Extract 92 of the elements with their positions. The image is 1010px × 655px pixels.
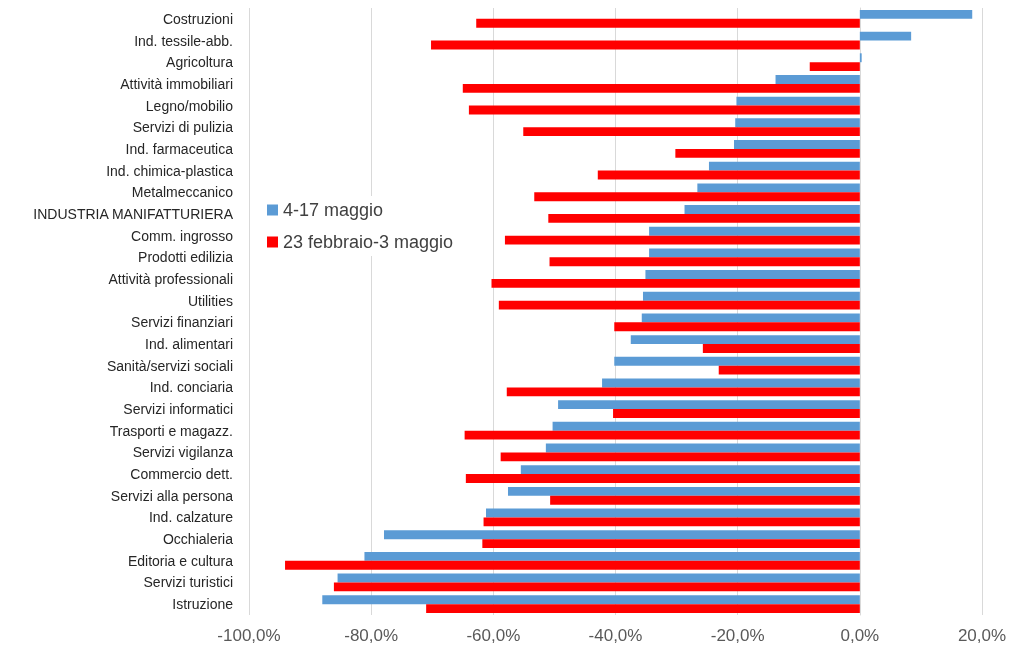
y-tick-label: INDUSTRIA MANIFATTURIERA [33, 205, 234, 222]
y-tick-label: Trasporti e magazz. [109, 422, 233, 439]
bar [558, 400, 860, 410]
bar [684, 205, 860, 214]
y-tick-label: Editoria e cultura [127, 552, 234, 569]
y-tick-label: Servizi informatici [123, 401, 233, 418]
y-tick-label: Legno/mobilio [145, 97, 234, 114]
x-tick-label: -40,0% [588, 626, 643, 645]
bar [337, 573, 860, 583]
bar [486, 508, 860, 518]
x-tick-label: -20,0% [710, 626, 765, 645]
bar [649, 226, 860, 236]
bar [735, 118, 860, 128]
bar [506, 387, 860, 397]
bar [552, 421, 860, 431]
bar [491, 278, 860, 288]
bar [464, 430, 860, 440]
bar [285, 560, 860, 570]
bar [507, 486, 860, 496]
x-tick-label: -100,0% [217, 626, 281, 645]
bar [534, 192, 860, 202]
bar [614, 356, 860, 366]
y-tick-label: Servizi alla persona [110, 487, 234, 504]
bar [859, 9, 973, 19]
y-tick-label: Commercio dett. [130, 466, 233, 483]
y-tick-label: Agricoltura [166, 54, 234, 71]
bar [602, 378, 860, 388]
y-tick-label: Costruzioni [162, 10, 233, 27]
bar [520, 465, 860, 475]
bar [482, 539, 860, 549]
y-tick-label: Metalmeccanico [131, 184, 234, 201]
bar [549, 257, 860, 267]
y-tick-label: Ind. chimica-plastica [106, 162, 234, 179]
y-tick-label: Utilities [187, 292, 233, 309]
bar [548, 213, 860, 223]
bar [697, 183, 860, 193]
bar [468, 105, 860, 115]
bar [504, 235, 860, 245]
bar [708, 161, 860, 171]
bar [597, 170, 860, 180]
bar [775, 74, 860, 84]
bar [483, 517, 860, 527]
bar [545, 443, 860, 453]
bar [809, 62, 860, 72]
x-tick-label: -60,0% [466, 626, 521, 645]
y-tick-label: Sanità/servizi sociali [106, 357, 233, 374]
bar [613, 409, 860, 418]
x-tick-label: -80,0% [344, 626, 399, 645]
legend-label: 23 febbraio-3 maggio [283, 232, 454, 252]
bar [462, 83, 860, 93]
y-tick-label: Istruzione [172, 596, 234, 613]
y-tick-label: Servizi di pulizia [132, 119, 234, 136]
y-tick-label: Attività immobiliari [120, 75, 233, 92]
bar [645, 270, 860, 279]
bar [498, 300, 860, 310]
bar [641, 313, 860, 323]
y-tick-label: Ind. farmaceutica [125, 140, 234, 157]
bar [431, 40, 860, 50]
bar [649, 248, 860, 258]
bar [426, 604, 860, 614]
y-tick-label: Ind. conciaria [149, 379, 234, 396]
y-tick-label: Servizi finanziari [131, 314, 233, 331]
bar [383, 530, 860, 540]
y-tick-label: Occhialeria [162, 531, 234, 548]
bar [642, 291, 860, 301]
bar [614, 322, 860, 332]
bar [322, 595, 860, 605]
bar [702, 344, 860, 353]
bar [523, 127, 860, 137]
bar [500, 452, 860, 462]
y-tick-label: Ind. alimentari [145, 336, 233, 353]
bar [465, 474, 860, 483]
y-tick-label: Ind. tessile-abb. [134, 32, 233, 49]
bar [630, 335, 860, 345]
y-tick-label: Comm. ingrosso [131, 227, 234, 244]
bar [859, 31, 912, 41]
legend-label: 4-17 maggio [283, 200, 384, 220]
y-tick-label: Servizi turistici [143, 574, 233, 591]
bar [675, 148, 860, 158]
bar [550, 495, 860, 505]
bar [718, 365, 860, 375]
bar [476, 18, 860, 28]
bar [364, 551, 860, 561]
y-tick-label: Ind. calzature [148, 509, 234, 526]
bar [333, 582, 860, 592]
y-tick-label: Prodotti edilizia [138, 249, 234, 266]
bar [736, 96, 860, 106]
bar [734, 140, 860, 149]
x-tick-label: 20,0% [957, 626, 1007, 645]
y-tick-label: Servizi vigilanza [132, 444, 234, 461]
x-tick-label: 0,0% [840, 626, 880, 645]
y-tick-label: Attività professionali [108, 270, 233, 287]
